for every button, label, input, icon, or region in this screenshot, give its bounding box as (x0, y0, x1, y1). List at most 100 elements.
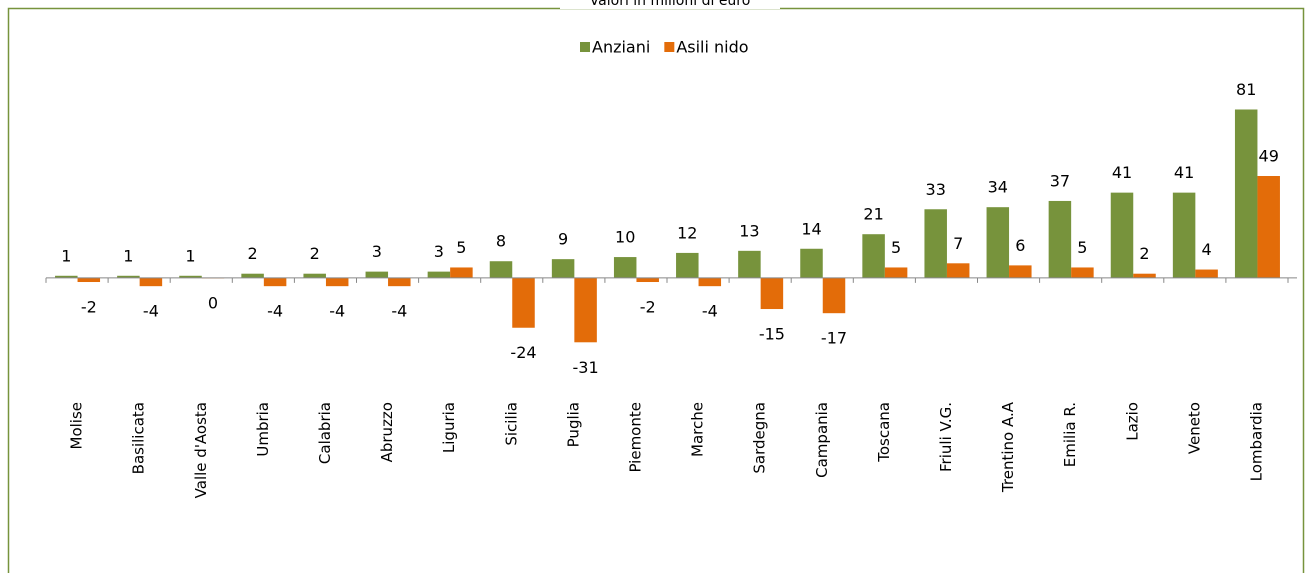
x-tick-label: Marche (689, 402, 707, 457)
bar (698, 277, 722, 287)
bar (1257, 176, 1280, 278)
bar (1048, 200, 1072, 278)
bar (1009, 265, 1032, 278)
legend-swatch (580, 42, 590, 52)
data-label: 13 (739, 221, 759, 240)
bar (760, 277, 784, 310)
data-label: 3 (372, 242, 382, 261)
title-background (560, 0, 780, 9)
bar (512, 277, 535, 328)
chart-title: Valori in milioni di euro (590, 0, 751, 9)
x-tick-label: Lazio (1123, 402, 1141, 441)
data-label: 10 (615, 228, 635, 247)
data-label: 1 (185, 246, 195, 265)
data-label: -15 (759, 325, 785, 344)
bar (946, 263, 970, 278)
x-tick-label: Liguria (440, 402, 458, 453)
bar (986, 207, 1010, 278)
data-label: 12 (677, 223, 697, 242)
data-label: 1 (123, 246, 133, 265)
data-label: 1 (61, 246, 71, 265)
bar (574, 277, 597, 343)
data-label: -4 (329, 302, 345, 321)
bar (241, 273, 264, 278)
data-label: 81 (1236, 80, 1256, 99)
x-tick-label: Friuli V.G. (937, 402, 955, 472)
legend-swatch (664, 42, 675, 52)
data-label: -4 (391, 302, 407, 321)
data-label: 5 (891, 238, 901, 257)
bar (800, 248, 823, 278)
data-label: 41 (1174, 163, 1194, 182)
bar (1234, 109, 1258, 278)
data-label: 14 (801, 219, 821, 238)
x-tick-label: Emilia R. (1061, 402, 1079, 467)
x-tick-label: Basilicata (130, 402, 148, 474)
data-label: -2 (81, 298, 97, 317)
data-label: -4 (143, 302, 159, 321)
data-label: 34 (988, 178, 1008, 197)
x-tick-label: Sicilia (502, 402, 520, 446)
data-label: 8 (496, 232, 506, 251)
bar (862, 234, 885, 278)
data-label: 4 (1202, 240, 1212, 259)
data-label: -4 (267, 302, 283, 321)
bar (924, 209, 947, 278)
bar (1071, 267, 1094, 278)
bar (427, 271, 451, 278)
bar (822, 277, 846, 314)
x-tick-label: Trentino A.A (999, 401, 1017, 493)
data-label: 2 (1139, 244, 1149, 263)
x-tick-label: Veneto (1185, 402, 1203, 454)
data-label: 5 (456, 238, 466, 257)
data-label: -24 (510, 343, 536, 362)
bar (738, 250, 761, 278)
x-tick-label: Calabria (316, 402, 334, 464)
bar (325, 277, 349, 287)
data-label: 41 (1112, 163, 1132, 182)
legend-label: Anziani (592, 38, 650, 57)
bar (636, 277, 659, 283)
bar (77, 277, 101, 283)
x-tick-label: Valle d'Aosta (192, 402, 210, 498)
x-tick-label: Piemonte (626, 402, 644, 473)
bar (489, 261, 513, 278)
data-label: 0 (208, 293, 218, 312)
data-label: -2 (640, 298, 656, 317)
data-label: 7 (953, 234, 963, 253)
x-tick-label: Sardegna (751, 402, 769, 474)
bar (263, 277, 287, 287)
data-label: -4 (702, 302, 718, 321)
bar (303, 273, 326, 278)
bar (55, 275, 78, 278)
bar (676, 252, 699, 278)
x-tick-label: Puglia (564, 402, 582, 447)
data-label: 3 (434, 242, 444, 261)
data-label: 49 (1259, 147, 1279, 166)
bar (450, 267, 473, 278)
data-label: 2 (248, 244, 258, 263)
data-label: 37 (1050, 171, 1070, 190)
bar (884, 267, 908, 278)
data-label: -31 (573, 358, 599, 377)
x-tick-label: Abruzzo (378, 402, 396, 462)
data-label: 9 (558, 230, 568, 249)
bar (117, 275, 140, 278)
x-tick-label: Lombardia (1247, 402, 1265, 481)
data-label: 5 (1077, 238, 1087, 257)
x-tick-label: Molise (68, 402, 86, 450)
data-label: 2 (310, 244, 320, 263)
x-tick-label: Toscana (875, 402, 893, 463)
bar (388, 277, 411, 287)
bar (365, 271, 389, 278)
legend-label: Asili nido (676, 38, 748, 57)
data-label: 33 (926, 180, 946, 199)
data-label: 21 (863, 205, 883, 224)
bar (179, 275, 202, 278)
bar (551, 259, 575, 278)
x-tick-label: Umbria (254, 402, 272, 457)
bar (1195, 269, 1218, 278)
data-label: 6 (1015, 236, 1025, 255)
x-tick-label: Campania (813, 402, 831, 478)
